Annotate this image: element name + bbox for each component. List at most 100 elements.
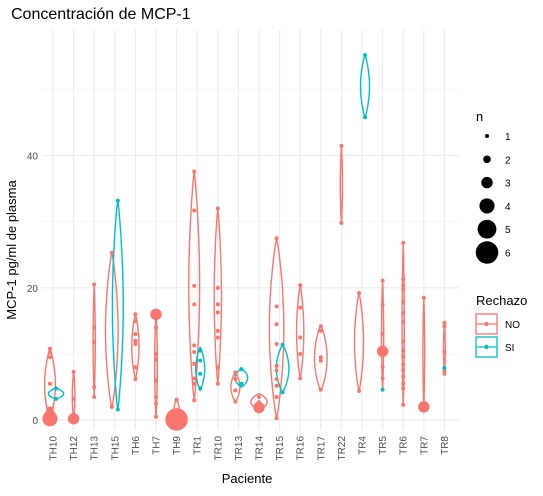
point-TR5-NO — [380, 376, 385, 381]
point-TH7-NO — [150, 308, 162, 320]
point-TR17-NO — [318, 358, 323, 363]
point-TR13-NO — [233, 377, 238, 382]
point-TR5-NO — [380, 302, 385, 307]
point-TH6-NO — [133, 377, 138, 382]
point-TR6-NO — [401, 319, 406, 324]
point-TR15-NO — [274, 363, 279, 368]
point-TR8-NO — [442, 349, 447, 354]
point-TH6-NO — [133, 338, 138, 343]
point-TR10-NO — [215, 206, 220, 211]
x-tick-label: TR16 — [296, 436, 307, 461]
x-tick-label: TH10 — [49, 436, 60, 461]
point-TR6-NO — [401, 339, 406, 344]
point-TR6-NO — [401, 367, 406, 372]
point-TR10-NO — [215, 335, 220, 340]
grid — [42, 30, 459, 430]
legend-size-key — [475, 241, 499, 264]
point-TR17-NO — [318, 324, 323, 329]
point-TR1-SI — [198, 371, 203, 376]
point-TR6-NO — [401, 277, 406, 282]
point-TR6-NO — [401, 299, 406, 304]
y-axis-label: MCP-1 pg/ml de plasma — [4, 180, 19, 320]
point-TR15-NO — [274, 322, 279, 327]
point-TR10-NO — [215, 285, 220, 290]
x-tick-label: TH15 — [110, 436, 121, 461]
point-TR22-NO — [339, 143, 344, 148]
point-TH10-NO — [42, 411, 58, 427]
point-TH7-NO — [154, 414, 158, 419]
point-TR1-NO — [192, 169, 197, 174]
x-axis-label: Paciente — [222, 471, 273, 486]
point-TR17-NO — [318, 328, 323, 333]
point-TR1-NO — [192, 361, 197, 366]
point-TR13-SI — [239, 381, 244, 386]
x-tick-label: TH13 — [90, 436, 101, 461]
point-TH7-NO — [154, 351, 158, 356]
point-TR1-SI — [198, 348, 203, 353]
x-tick-label: TR4 — [358, 436, 369, 455]
point-TR17-NO — [318, 387, 323, 392]
point-TR5-NO — [376, 345, 389, 358]
point-TH15-NO — [109, 404, 114, 409]
point-TR1-SI — [198, 358, 203, 363]
point-TH13-NO — [92, 394, 97, 399]
point-TH7-NO — [154, 378, 158, 383]
point-TR15-SI — [280, 390, 285, 395]
x-tick-label: TH12 — [69, 436, 80, 461]
x-tick-label: TR22 — [337, 436, 348, 461]
point-TH13-NO — [92, 325, 97, 330]
point-TR10-NO — [215, 365, 220, 370]
legend-size-label: 1 — [505, 132, 511, 143]
legend-size-label: 5 — [505, 225, 511, 236]
point-TH13-NO — [92, 282, 97, 287]
point-TH6-NO — [133, 342, 138, 347]
point-TR15-NO — [274, 236, 279, 241]
legend-rechazo: Rechazo NO SI — [475, 293, 527, 358]
point-TR6-NO — [401, 287, 406, 292]
point-TR5-NO — [380, 332, 385, 337]
x-tick-label: TR15 — [275, 436, 286, 461]
point-TH10-NO — [48, 381, 52, 386]
point-TR8-NO — [442, 324, 447, 329]
point-TH10-NO — [48, 346, 52, 351]
point-TR1-NO — [192, 381, 197, 386]
legend-size-title: n — [476, 109, 483, 124]
point-TR16-NO — [298, 283, 303, 288]
point-TH15-SI — [115, 407, 120, 412]
point-TR6-NO — [401, 240, 406, 245]
legend-key-dot — [484, 344, 489, 350]
point-TR16-NO — [298, 335, 303, 340]
y-tick-label: 20 — [27, 284, 39, 295]
point-TR6-NO — [401, 386, 406, 391]
legend-size-key — [481, 176, 493, 189]
point-TH10-NO — [48, 355, 52, 360]
point-TR6-NO — [401, 374, 406, 379]
point-TH13-NO — [92, 340, 97, 345]
y-axis-ticks: 0 20 40 — [27, 152, 39, 427]
point-TR14-NO — [253, 401, 265, 414]
legend-size-label: 6 — [505, 249, 511, 260]
point-TR1-NO — [192, 302, 197, 307]
data-points — [42, 53, 447, 431]
point-TR1-NO — [192, 398, 197, 403]
point-TR8-SI — [442, 365, 447, 370]
point-TR1-NO — [192, 349, 197, 354]
point-TR6-NO — [401, 310, 406, 315]
x-tick-label: TH7 — [152, 436, 163, 455]
point-TH12-NO — [67, 413, 80, 425]
point-TR13-NO — [233, 388, 238, 393]
point-TR14-NO — [257, 394, 261, 399]
point-TR5-NO — [380, 365, 385, 370]
legend-color-label: NO — [505, 320, 520, 331]
legend-color-label: SI — [505, 343, 514, 354]
x-tick-label: TR7 — [419, 436, 430, 455]
x-tick-label: TR14 — [255, 436, 266, 461]
x-tick-label: TR10 — [213, 436, 224, 461]
point-TH6-NO — [133, 318, 138, 323]
point-TH15-NO — [109, 250, 114, 255]
point-TR15-NO — [274, 383, 279, 388]
point-TR1-SI — [198, 386, 203, 391]
point-TR7-NO — [418, 401, 430, 413]
point-TR1-NO — [192, 343, 197, 348]
point-TR17-NO — [318, 355, 323, 360]
